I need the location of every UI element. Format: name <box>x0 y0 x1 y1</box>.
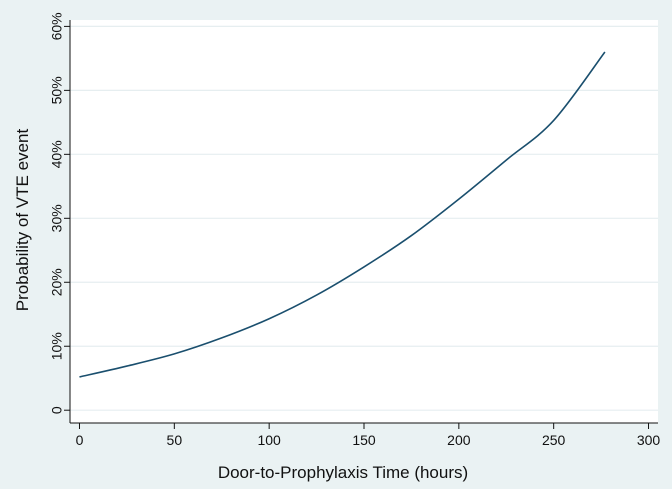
grid-lines <box>70 25 658 411</box>
y-tick-label: 30% <box>49 204 65 232</box>
x-tick-label: 300 <box>637 432 661 448</box>
x-tick-label: 250 <box>542 432 566 448</box>
y-axis-ticks: 0 10% 20% 30% 40% 50% 60% <box>49 12 70 414</box>
x-tick-label: 100 <box>257 432 281 448</box>
y-tick-label: 10% <box>49 332 65 360</box>
x-tick-label: 200 <box>447 432 471 448</box>
y-tick-label: 20% <box>49 268 65 296</box>
y-tick-label: 50% <box>49 76 65 104</box>
series-line <box>79 51 606 378</box>
y-axis-title: Probability of VTE event <box>13 129 32 312</box>
x-tick-label: 50 <box>167 432 183 448</box>
x-axis-title: Door-to-Prophylaxis Time (hours) <box>218 463 468 482</box>
y-tick-label: 40% <box>49 140 65 168</box>
x-tick-label: 150 <box>352 432 376 448</box>
y-tick-label: 60% <box>49 12 65 40</box>
x-axis-ticks: 0 50 100 150 200 250 300 <box>76 423 661 448</box>
x-tick-label: 0 <box>76 432 84 448</box>
series-group <box>79 51 606 378</box>
y-tick-label: 0 <box>49 406 65 414</box>
plot-area <box>70 20 658 423</box>
